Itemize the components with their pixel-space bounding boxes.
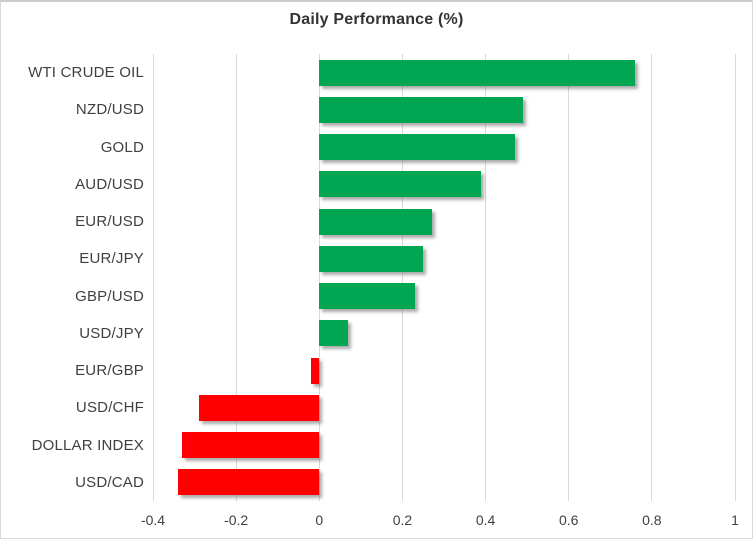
x-axis-tick-label: 0: [315, 512, 324, 528]
x-axis-tick-label: 1: [731, 512, 739, 528]
category-label: EUR/JPY: [79, 250, 144, 268]
category-label: EUR/GBP: [75, 362, 144, 380]
bar: [198, 394, 320, 421]
category-label: USD/JPY: [79, 324, 144, 342]
bar: [319, 171, 482, 198]
bar: [319, 59, 636, 86]
chart-title: Daily Performance (%): [289, 11, 464, 28]
gridline: [152, 54, 154, 501]
bar: [319, 96, 523, 123]
x-axis-tick-label: 0.6: [558, 512, 579, 528]
gridline: [401, 54, 403, 501]
x-axis-tick-label: -0.4: [140, 512, 166, 528]
x-axis-tick-label: 0.2: [392, 512, 413, 528]
x-axis-tick-label: 0.4: [475, 512, 496, 528]
category-label: USD/CAD: [75, 473, 144, 491]
bar: [310, 357, 320, 384]
gridline: [568, 54, 570, 501]
category-label: WTI CRUDE OIL: [28, 64, 144, 82]
bar: [182, 432, 320, 459]
gridline: [235, 54, 237, 501]
bar: [177, 469, 320, 496]
category-label: NZD/USD: [75, 101, 144, 119]
gridline: [651, 54, 653, 501]
bar: [319, 208, 432, 235]
x-axis-tick-label: -0.2: [224, 512, 249, 528]
bar: [319, 245, 424, 272]
category-label: EUR/USD: [75, 213, 144, 231]
bar: [319, 320, 349, 347]
gridline: [485, 54, 487, 501]
bar: [319, 283, 415, 310]
gridline: [318, 54, 320, 501]
gridline: [734, 54, 736, 501]
category-label: USD/CHF: [75, 399, 144, 417]
category-label: AUD/USD: [75, 175, 144, 193]
x-axis-tick-label: 0.8: [642, 512, 662, 528]
category-label: DOLLAR INDEX: [31, 436, 144, 454]
category-label: GBP/USD: [75, 287, 144, 305]
category-label: GOLD: [100, 138, 144, 156]
bar: [319, 134, 515, 161]
